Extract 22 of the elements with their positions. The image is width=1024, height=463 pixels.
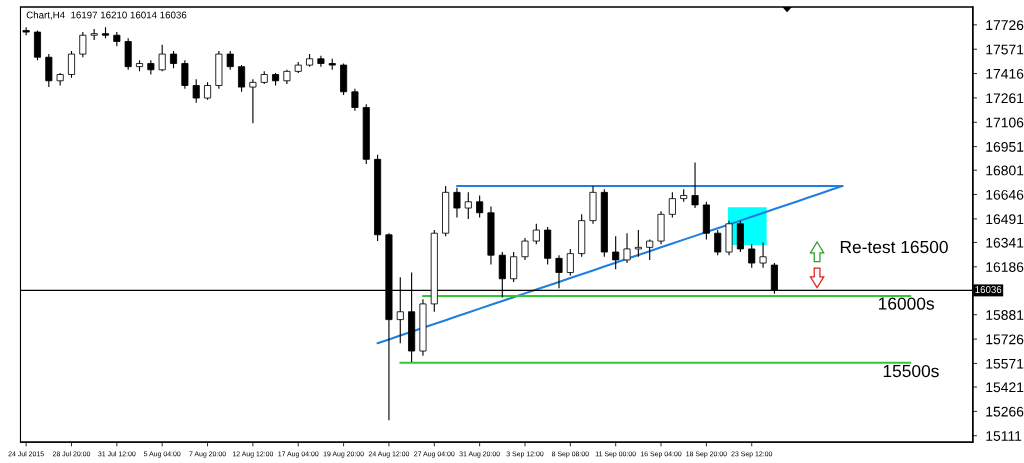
y-tick-label: 17726 <box>986 20 1024 31</box>
y-tick-label: 15421 <box>986 382 1024 393</box>
annotation: 15500s <box>883 364 939 378</box>
y-tick-label: 17106 <box>986 117 1024 128</box>
y-tick-label: 15111 <box>986 431 1022 441</box>
y-tick-label: 17571 <box>986 44 1024 55</box>
chart-title: Chart,H4 16197 16210 16014 16036 <box>26 11 187 20</box>
y-tick-label: 16186 <box>986 262 1024 272</box>
y-tick-label: 16801 <box>986 165 1024 176</box>
y-tick-label: 16646 <box>986 189 1024 200</box>
annotation: 16000s <box>878 297 934 310</box>
y-tick-label: 16951 <box>986 141 1024 152</box>
y-tick-label: 16341 <box>986 237 1024 248</box>
ref-line-label: 16036 <box>975 286 1002 293</box>
y-tick-label: 15881 <box>986 310 1024 320</box>
y-tick-label: 15726 <box>986 334 1024 345</box>
y-tick-label: 17261 <box>986 93 1024 104</box>
y-tick-label: 15266 <box>986 406 1024 417</box>
annotation: Re-test 16500 <box>840 240 948 254</box>
y-tick-label: 15571 <box>986 358 1024 369</box>
y-tick-label: 16491 <box>986 214 1024 225</box>
y-tick-label: 17416 <box>986 68 1024 79</box>
